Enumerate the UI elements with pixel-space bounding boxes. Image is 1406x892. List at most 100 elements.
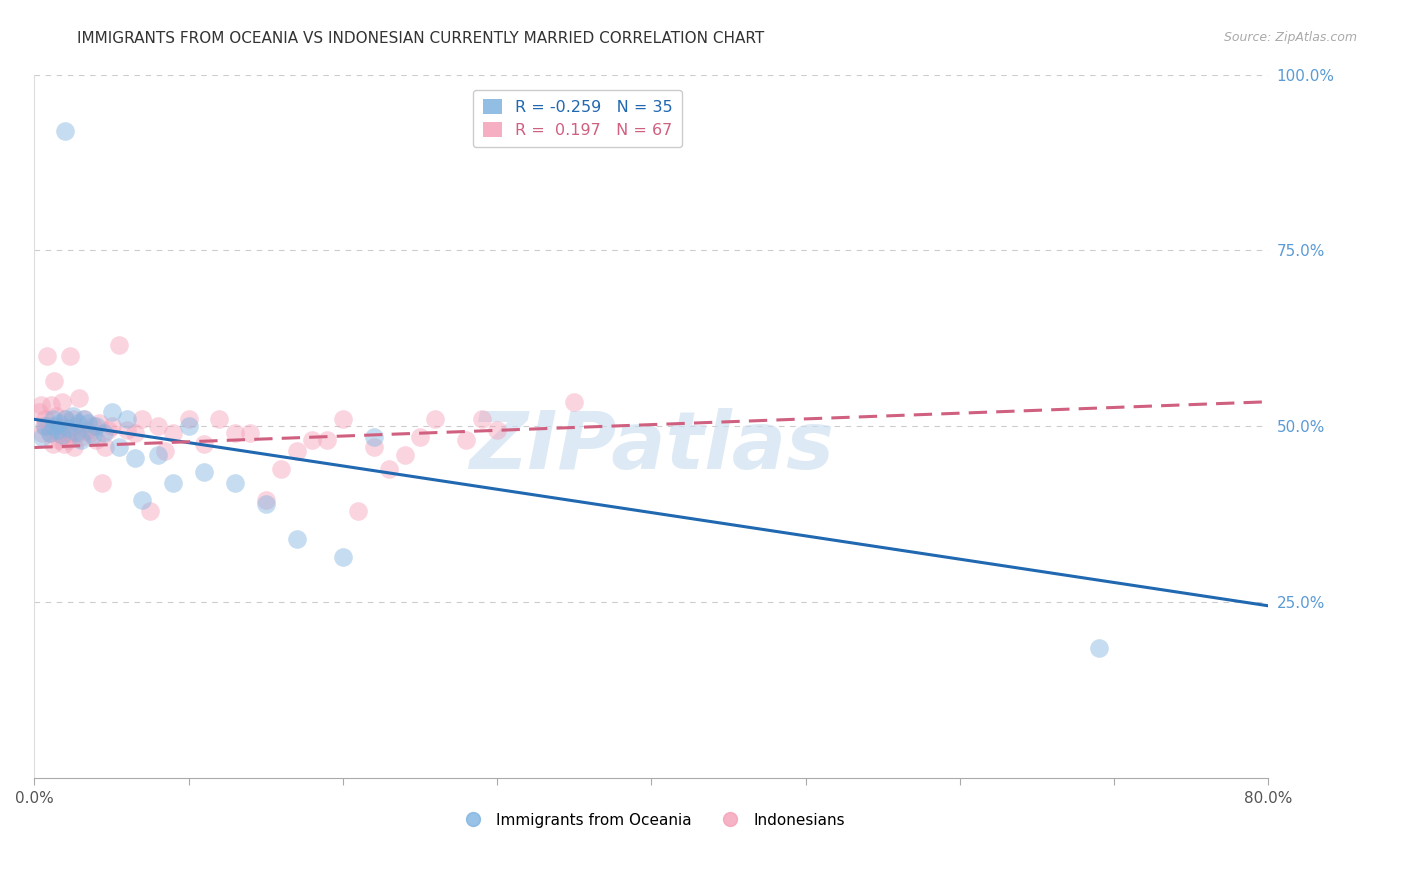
Point (89, 416, 111, 430)
Point (332, 549, 354, 564)
Point (177, 412, 200, 426)
Point (471, 412, 494, 426)
Point (79, 426, 101, 441)
Point (31, 426, 53, 441)
Point (82, 419, 104, 434)
Point (124, 426, 146, 441)
Point (82, 427, 104, 442)
Point (31, 430, 53, 444)
Point (363, 441, 385, 455)
Point (63, 441, 86, 455)
Point (73, 412, 96, 426)
Point (62, 409, 84, 423)
Text: ZIPatlas: ZIPatlas (468, 409, 834, 486)
Point (62, 412, 84, 426)
Point (58, 434, 80, 448)
Point (224, 426, 246, 441)
Point (38, 426, 60, 441)
Point (162, 475, 184, 490)
Point (193, 437, 215, 451)
Point (378, 461, 401, 475)
Point (42, 437, 65, 451)
Point (224, 475, 246, 490)
Point (38, 426, 60, 441)
Point (49, 419, 72, 434)
Point (34, 419, 56, 434)
Point (425, 412, 447, 426)
Point (67, 391, 90, 405)
Point (44, 374, 66, 388)
Point (100, 419, 122, 434)
Point (155, 444, 177, 458)
Point (456, 434, 478, 448)
Point (254, 497, 277, 511)
Point (139, 504, 162, 518)
Point (146, 448, 169, 462)
Point (30, 398, 52, 412)
Point (162, 426, 184, 441)
Point (51, 394, 73, 409)
Point (84, 419, 107, 434)
Point (316, 434, 339, 448)
Point (65, 419, 87, 434)
Point (115, 412, 138, 426)
Point (301, 434, 323, 448)
Point (94, 441, 117, 455)
Point (45, 409, 67, 423)
Point (285, 444, 308, 458)
Point (69, 434, 91, 448)
Point (193, 465, 215, 479)
Point (48, 434, 70, 448)
Point (55, 426, 77, 441)
Point (73, 412, 96, 426)
Point (53, 124, 76, 138)
Point (177, 419, 200, 434)
Point (66, 426, 89, 441)
Point (84, 434, 107, 448)
Point (254, 493, 277, 508)
Point (65, 425, 87, 439)
Point (347, 504, 370, 518)
Point (41, 398, 63, 412)
Point (69, 430, 91, 444)
Point (46, 426, 69, 441)
Point (46, 423, 69, 437)
Point (363, 430, 385, 444)
Point (97, 423, 120, 437)
Point (37, 419, 59, 434)
Point (208, 412, 231, 426)
Point (146, 419, 169, 434)
Point (131, 412, 153, 426)
Legend: Immigrants from Oceania, Indonesians: Immigrants from Oceania, Indonesians (451, 806, 851, 834)
Point (58, 421, 80, 435)
Point (332, 412, 354, 426)
Text: Source: ZipAtlas.com: Source: ZipAtlas.com (1223, 31, 1357, 45)
Point (34, 412, 56, 426)
Text: IMMIGRANTS FROM OCEANIA VS INDONESIAN CURRENTLY MARRIED CORRELATION CHART: IMMIGRANTS FROM OCEANIA VS INDONESIAN CU… (77, 31, 765, 46)
Point (285, 532, 308, 546)
Point (1087, 641, 1109, 656)
Point (35, 349, 58, 363)
Point (76, 423, 98, 437)
Point (48, 416, 70, 430)
Point (60, 426, 83, 441)
Point (66, 416, 89, 430)
Point (53, 412, 76, 426)
Point (394, 448, 416, 462)
Point (32, 419, 55, 434)
Point (124, 450, 146, 465)
Point (239, 426, 262, 441)
Point (100, 405, 122, 419)
Point (42, 412, 65, 426)
Point (52, 437, 75, 451)
Point (562, 394, 585, 409)
Point (51, 427, 73, 442)
Point (115, 423, 138, 437)
Point (59, 349, 82, 363)
Point (77, 416, 100, 430)
Point (93, 426, 115, 441)
Point (409, 430, 432, 444)
Point (44, 419, 66, 434)
Point (131, 493, 153, 508)
Point (270, 461, 292, 475)
